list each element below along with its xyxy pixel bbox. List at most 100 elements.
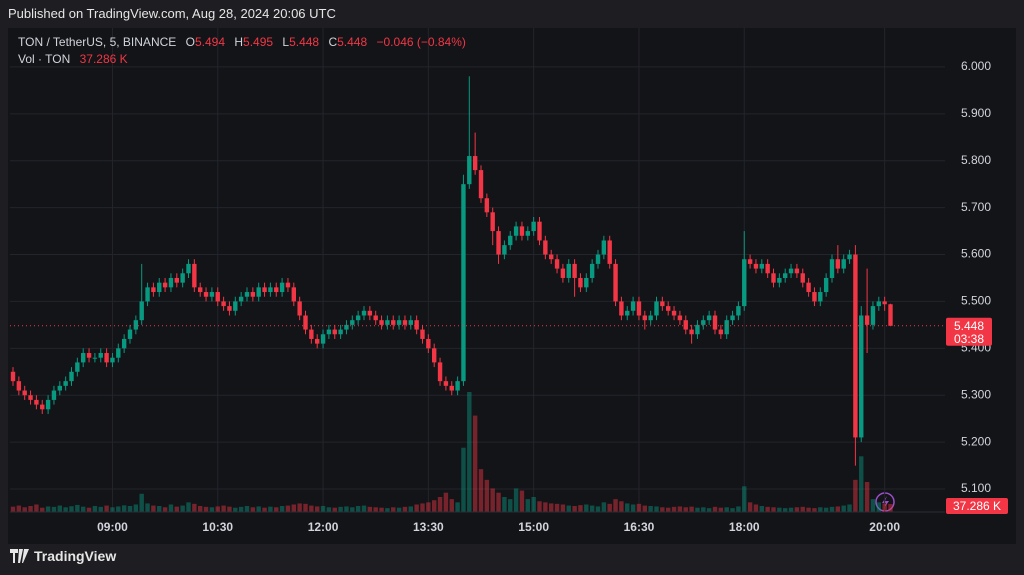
volume-bar [543,502,548,512]
logo [10,549,29,563]
volume-bar [34,504,39,512]
change: −0.046 (−0.84%) [376,35,466,49]
candle-body [712,315,718,330]
candle-body [92,357,98,359]
candle-body [303,315,308,330]
candle-body [320,334,326,344]
candle-body [747,259,753,264]
candle-body [238,296,244,302]
volume-bar [490,488,495,512]
volume-bar [595,506,601,512]
volume-bar [753,504,759,512]
candle-body [45,399,51,410]
candle-body [800,273,805,283]
candle-body [157,282,162,293]
volume-bar [361,505,367,512]
candle-body [151,287,156,293]
candle-body [391,320,396,325]
volume-bar [689,506,694,512]
candle-body [490,212,495,232]
x-tick-label: 20:00 [869,520,900,534]
candle-body [338,329,343,335]
candle-body [689,329,694,335]
candle-body [736,306,741,316]
volume-bar [508,499,513,512]
volume-bar [537,501,542,512]
candle-body [57,385,62,391]
volume-bar [736,506,741,512]
legend-value: 5.448 [337,35,368,49]
volume-bar [642,505,647,512]
volume-bar [613,499,618,512]
volume-bar [10,506,16,512]
volume-bar [467,392,472,512]
candle-body [426,338,431,349]
candle-body [461,184,466,382]
volume-bar [127,506,133,512]
alert-bolt [882,496,889,508]
volume-bar [671,506,677,512]
candle-body [625,310,630,316]
volume-bar [121,505,127,512]
volume-bar [233,507,238,512]
price-badge [946,317,992,346]
volume-bar [402,506,408,512]
volume-bar [502,497,507,512]
volume-bar [151,505,156,512]
legend-value: 5.495 [243,35,274,49]
y-tick-label: 6.000 [961,59,991,73]
volume-bar [437,497,443,512]
volume-bar [338,506,343,512]
volume-bar [513,488,519,512]
candle-body [806,282,811,293]
candle-body [876,301,881,307]
candle-body [595,254,601,264]
volume-bar [344,506,349,512]
volume-bar [783,508,788,512]
candle-body [554,259,560,269]
candle-body [315,338,320,344]
volume-bar [420,503,425,512]
volume-bar [864,482,870,512]
volume-bar [484,479,490,512]
candle-body [40,404,45,410]
volume-bar [823,507,829,512]
candle-body [16,381,22,391]
volume-bar [40,507,45,512]
symbol: TON / TetherUS, 5, BINANCE [18,35,177,49]
volume-bar [636,503,642,512]
candle-body [133,320,139,330]
volume-bar [771,507,776,512]
volume-bar [379,507,384,512]
candle-body [326,329,332,335]
candle-body [630,301,636,311]
volume-bar [888,504,893,512]
volume-bar [45,506,51,512]
legend-value: 5.494 [194,35,225,49]
volume-bar [566,505,571,512]
candle-body [22,390,27,396]
candle-body [607,240,612,264]
candle-body [250,292,256,297]
countdown: 03:38 [954,332,984,346]
candle-body [373,315,378,321]
volume-bar [882,503,887,512]
candle-body [332,329,337,335]
volume-bar [870,499,876,512]
volume-bar [859,456,864,512]
volume-bar [531,497,536,512]
candle-body [642,315,647,321]
candle-body [478,170,484,199]
volume-bar [350,507,355,512]
candle-body [589,263,595,278]
candle-body [502,245,507,255]
volume-bar [747,502,753,512]
candle-body [619,301,624,316]
candle-body [467,156,472,185]
volume-bar [876,502,881,512]
volume-bar [619,501,624,512]
candle-body [823,277,829,293]
candle-body [10,371,16,382]
candle-body [829,259,835,278]
candle-body [104,353,109,363]
